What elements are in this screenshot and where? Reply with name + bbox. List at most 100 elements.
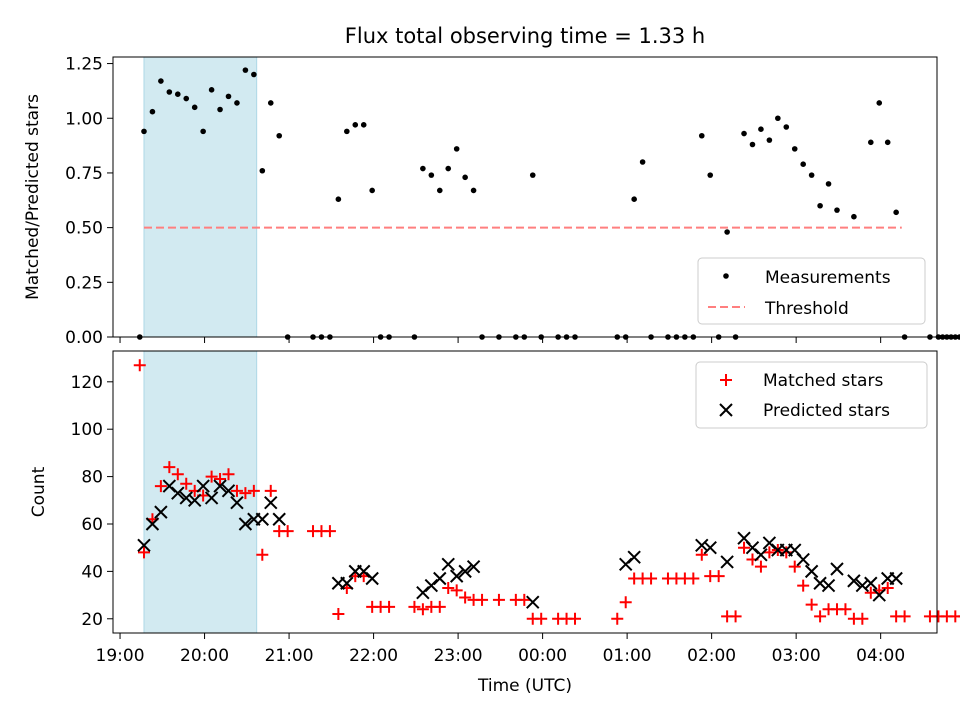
predicted-star-point xyxy=(796,552,810,567)
measurement-point xyxy=(174,91,181,97)
count-legend: Matched stars Predicted stars xyxy=(695,361,928,429)
matched-star-point xyxy=(492,593,505,606)
measurement-point xyxy=(470,187,477,194)
x-tick-label: 20:00 xyxy=(180,646,229,666)
matched-star-point xyxy=(881,581,894,594)
matched-star-point xyxy=(611,612,624,625)
measurement-point xyxy=(420,165,426,172)
matched-star-point xyxy=(619,596,632,609)
measurement-point xyxy=(758,126,764,132)
legend-predicted-label: Predicted stars xyxy=(763,401,890,421)
measurement-point xyxy=(956,334,960,340)
matched-star-point xyxy=(856,612,869,625)
measurement-point xyxy=(876,100,883,106)
measurement-point xyxy=(453,146,460,152)
matched-star-point xyxy=(898,610,911,623)
count-axes-frame xyxy=(112,350,938,634)
matched-star-point xyxy=(137,546,150,559)
matched-star-point xyxy=(569,612,582,625)
measurement-point xyxy=(817,202,823,209)
matched-star-point xyxy=(788,560,801,573)
measurement-point xyxy=(191,104,198,111)
count-y-ticks: 20 40 60 80 100 120 xyxy=(71,373,113,630)
matched-star-point xyxy=(839,603,852,616)
matched-star-point xyxy=(450,584,463,597)
chart-title: Flux total observing time = 1.33 h xyxy=(345,24,705,48)
matched-star-point xyxy=(408,600,421,613)
count-y-tick-label: 80 xyxy=(81,468,103,488)
matched-star-point xyxy=(797,579,810,592)
matched-star-point xyxy=(442,581,455,594)
measurement-point xyxy=(225,93,232,100)
predicted-star-point xyxy=(264,495,278,510)
measurement-point xyxy=(741,130,747,137)
measurement-point xyxy=(631,196,637,202)
x-tick-label: 21:00 xyxy=(265,646,314,666)
measurement-point xyxy=(251,71,257,78)
legend-threshold-label: Threshold xyxy=(764,299,849,319)
measurement-point xyxy=(800,161,806,167)
legend-matched-marker xyxy=(720,374,732,386)
predicted-star-point xyxy=(196,479,210,493)
ratio-y-tick-label: 0.00 xyxy=(65,328,103,348)
matched-star-point xyxy=(864,586,877,599)
ratio-y-tick-label: 0.25 xyxy=(65,273,103,293)
measurement-point xyxy=(344,128,350,135)
measurement-point xyxy=(166,89,173,95)
matched-star-point xyxy=(239,487,252,500)
measurement-point xyxy=(948,334,954,340)
measurement-point xyxy=(808,172,815,178)
matched-star-point xyxy=(230,484,243,497)
count-panel: 20 40 60 80 100 120 19:00 20:00 21:00 22:00 23:00… xyxy=(29,350,960,696)
measurement-point xyxy=(259,167,266,174)
measurement-point xyxy=(149,108,156,115)
ratio-y-tick-label: 0.50 xyxy=(65,219,103,239)
predicted-star-point xyxy=(145,517,160,531)
predicted-star-point xyxy=(804,564,819,579)
predicted-star-point xyxy=(889,571,903,586)
matched-star-point xyxy=(754,560,767,573)
measurement-point xyxy=(952,334,959,340)
predicted-star-point xyxy=(821,578,836,593)
matched-star-point xyxy=(323,525,336,538)
measurement-point xyxy=(791,146,798,152)
measurement-point xyxy=(217,106,223,113)
matched-stars-points xyxy=(133,359,960,625)
predicted-star-point xyxy=(449,569,464,583)
count-y-tick-label: 60 xyxy=(81,515,103,535)
ratio-y-ticks: 0.00 0.25 0.50 0.75 1.00 1.25 xyxy=(65,55,113,348)
x-tick-label: 23:00 xyxy=(434,646,483,666)
measurement-point xyxy=(276,132,283,139)
x-tick-label: 04:00 xyxy=(856,646,905,666)
measurement-point xyxy=(749,141,756,148)
measurement-point xyxy=(436,187,443,194)
measurement-point xyxy=(267,100,274,106)
predicted-star-point xyxy=(230,495,244,510)
matched-star-point xyxy=(171,468,184,481)
ratio-y-tick-label: 1.25 xyxy=(65,55,103,75)
ratio-legend: Measurements Threshold xyxy=(697,257,926,325)
predicted-star-point xyxy=(340,576,354,590)
predicted-star-point xyxy=(855,578,870,593)
predicted-star-point xyxy=(458,564,472,579)
measurement-point xyxy=(707,172,714,178)
measurement-point xyxy=(724,229,730,235)
measurement-point xyxy=(183,95,190,102)
x-tick-label: 03:00 xyxy=(772,646,821,666)
matched-star-point xyxy=(416,603,429,616)
matched-star-point xyxy=(433,600,446,613)
predicted-star-point xyxy=(137,538,151,553)
matched-star-point xyxy=(738,541,751,554)
matched-star-point xyxy=(535,612,548,625)
measurement-point xyxy=(884,139,891,146)
matched-star-point xyxy=(805,598,818,611)
predicted-star-point xyxy=(154,505,168,519)
predicted-star-point xyxy=(255,512,270,526)
measurement-point xyxy=(766,137,773,143)
count-x-ticks: 19:00 20:00 21:00 22:00 23:00 00:00 01:00 02:00… xyxy=(96,633,905,666)
predicted-star-point xyxy=(703,540,717,555)
predicted-star-point xyxy=(238,517,253,531)
measurement-point xyxy=(360,122,367,128)
matched-star-point xyxy=(133,359,146,372)
predicted-star-point xyxy=(813,576,827,590)
